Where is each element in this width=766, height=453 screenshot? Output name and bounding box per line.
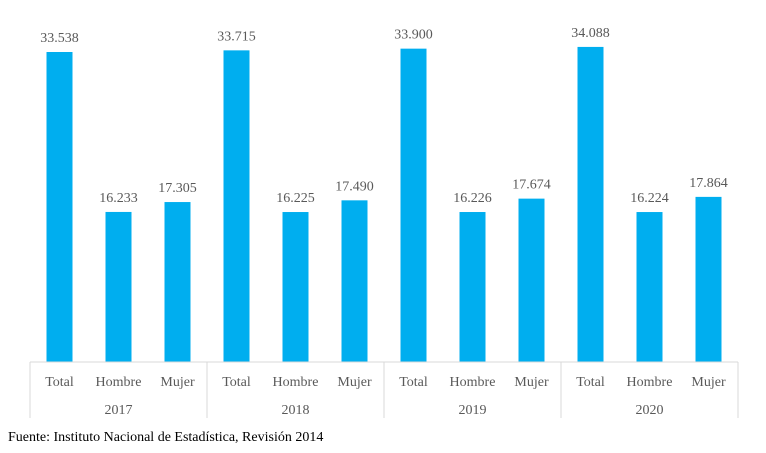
data-label: 16.226 — [453, 191, 492, 206]
category-tick-label: Hombre — [273, 375, 319, 390]
category-tick-label: Mujer — [337, 375, 372, 390]
data-label: 16.225 — [276, 191, 315, 206]
year-tick-label: 2018 — [282, 403, 310, 418]
bar-chart: 33.538 Total 16.233 Hombre 17.305 Mujer 2017 33… — [29, 26, 739, 418]
category-tick-label: Hombre — [450, 375, 496, 390]
bar-2017-hombre — [105, 211, 132, 362]
bar-2018-total — [223, 50, 250, 363]
bar-2018-mujer — [341, 200, 368, 362]
bar-2020-mujer — [695, 196, 722, 362]
year-tick-label: 2020 — [636, 403, 664, 418]
bar-2018-hombre — [282, 212, 309, 362]
data-label: 33.715 — [217, 29, 256, 44]
data-label: 17.864 — [689, 176, 728, 191]
data-label: 16.233 — [99, 191, 138, 206]
category-tick-label: Hombre — [627, 375, 673, 390]
bar-2020-total — [577, 46, 604, 363]
category-tick-label: Mujer — [160, 375, 195, 390]
category-tick-label: Hombre — [96, 375, 142, 390]
category-tick-label: Total — [45, 375, 74, 390]
bar-2020-hombre — [636, 212, 663, 362]
category-tick-label: Mujer — [691, 375, 726, 390]
bar-2017-total — [46, 52, 73, 362]
bar-2019-hombre — [459, 212, 486, 362]
data-label: 34.088 — [571, 26, 610, 41]
category-tick-label: Mujer — [514, 375, 549, 390]
year-tick-label: 2019 — [459, 403, 487, 418]
data-label: 33.538 — [40, 31, 79, 46]
data-label: 33.900 — [394, 28, 433, 43]
data-label: 16.224 — [630, 191, 669, 206]
bar-2019-total — [400, 48, 427, 363]
category-tick-label: Total — [576, 375, 605, 390]
bar-2017-mujer — [164, 202, 191, 362]
source-note: Fuente: Instituto Nacional de Estadístic… — [8, 430, 324, 445]
data-label: 17.674 — [512, 178, 551, 193]
data-label: 17.490 — [335, 179, 374, 194]
category-tick-label: Total — [222, 375, 251, 390]
category-tick-label: Total — [399, 375, 428, 390]
year-tick-label: 2017 — [105, 403, 133, 418]
data-label: 17.305 — [158, 181, 197, 196]
bar-2019-mujer — [518, 198, 545, 362]
